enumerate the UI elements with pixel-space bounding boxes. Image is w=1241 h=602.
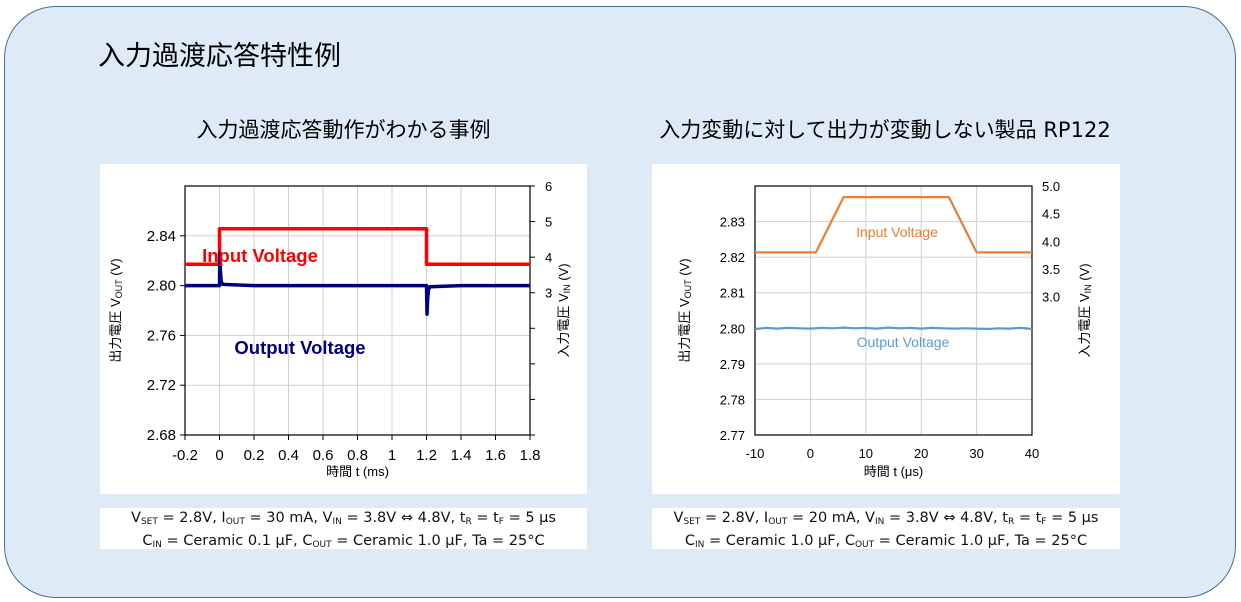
y-tick-label: 2.84	[147, 228, 176, 245]
x-tick-label: 0.6	[313, 447, 334, 464]
y-tick-label: 2.82	[720, 250, 745, 265]
y-tick-label: 2.78	[720, 392, 745, 407]
series-label-output-voltage: Output Voltage	[857, 334, 950, 350]
y-tick-label: 2.76	[147, 327, 176, 344]
y2-axis-title: 入力電圧 VIN (V)	[556, 263, 572, 357]
y-tick-label: 2.83	[720, 215, 745, 230]
y-tick-label: 2.72	[147, 377, 176, 394]
y-axis-title: 出力電圧 VOUT (V)	[677, 258, 693, 362]
x-tick-label: -0.2	[172, 447, 198, 464]
y2-tick-label: 5	[545, 215, 552, 230]
y2-tick-label: 6	[545, 179, 552, 194]
chart-2-conditions-line1: VSET = 2.8V, IOUT = 20 mA, VIN = 3.8V ⇔ …	[673, 510, 1099, 527]
y2-tick-label: 4.5	[1042, 207, 1060, 222]
series-input-voltage-line	[185, 226, 530, 267]
x-tick-label: 0.4	[278, 447, 299, 464]
chart-2: -10 0 10 20 30 40 2.77 2.78 2.79 2.80 2.81 2.82 2.83…	[652, 164, 1120, 494]
y2-tick-label: 3.5	[1042, 262, 1060, 277]
y2-tick-label: 4	[545, 250, 552, 265]
x-axis-title: 時間 t (μs)	[864, 464, 923, 479]
x-tick-label: 10	[859, 446, 873, 461]
chart-2-conditions-line2: CIN = Ceramic 1.0 μF, COUT = Ceramic 1.0…	[684, 533, 1088, 550]
y-tick-label: 2.80	[720, 321, 745, 336]
chart-2-title: 入力変動に対して出力が変動しない製品 RP122	[659, 118, 1111, 142]
x-tick-label: -10	[746, 446, 765, 461]
chart-1-conditions-line1: VSET = 2.8V, IOUT = 30 mA, VIN = 3.8V ⇔ …	[131, 510, 556, 527]
y-tick-label: 2.68	[147, 427, 176, 444]
chart-1-svg: -0.2 0 0.2 0.4 0.6 0.8 1 1.2 1.4 1.6 1.8 2.68 2.72 2.…	[108, 179, 572, 479]
chart-2-svg: -10 0 10 20 30 40 2.77 2.78 2.79 2.80 2.81 2.82 2.83…	[677, 179, 1093, 479]
y-tick-label: 2.77	[720, 428, 745, 443]
chart-1: -0.2 0 0.2 0.4 0.6 0.8 1 1.2 1.4 1.6 1.8 2.68 2.72 2.…	[100, 164, 587, 494]
x-tick-label: 1.4	[451, 447, 472, 464]
series-output-voltage-line	[185, 251, 530, 316]
chart-1-grid	[184, 185, 531, 436]
x-tick-label: 0	[215, 447, 223, 464]
x-tick-label: 1.2	[416, 447, 437, 464]
x-tick-label: 0.8	[347, 447, 368, 464]
chart-1-title: 入力過渡応答動作がわかる事例	[196, 118, 491, 142]
x-tick-label: 1.8	[520, 447, 541, 464]
x-tick-label: 20	[914, 446, 928, 461]
chart-2-conditions: VSET = 2.8V, IOUT = 20 mA, VIN = 3.8V ⇔ …	[652, 508, 1120, 550]
x-tick-label: 30	[969, 446, 983, 461]
x-tick-label: 1.6	[485, 447, 506, 464]
series-output-voltage-line	[754, 326, 1033, 331]
x-tick-label: 0	[807, 446, 814, 461]
page-title: 入力過渡応答特性例	[98, 41, 341, 72]
x-axis-title: 時間 t (ms)	[326, 464, 389, 479]
x-tick-label: 1	[388, 447, 396, 464]
series-label-input-voltage: Input Voltage	[856, 224, 938, 240]
y2-tick-label: 3	[545, 286, 552, 301]
series-input-voltage-line	[755, 195, 1032, 254]
x-tick-label: 0.2	[244, 447, 265, 464]
y-tick-label: 2.81	[720, 286, 745, 301]
chart-2-plot-frame	[754, 185, 1033, 436]
y2-tick-label: 3.0	[1042, 290, 1060, 305]
y2-tick-label: 4.0	[1042, 234, 1060, 249]
series-label-input-voltage: Input Voltage	[202, 245, 318, 266]
chart-1-conditions: VSET = 2.8V, IOUT = 30 mA, VIN = 3.8V ⇔ …	[100, 508, 587, 550]
y-axis-title: 出力電圧 VOUT (V)	[108, 258, 124, 362]
series-label-output-voltage: Output Voltage	[234, 337, 365, 358]
y-tick-label: 2.80	[147, 278, 176, 295]
y2-axis-title: 入力電圧 VIN (V)	[1077, 263, 1093, 357]
x-tick-label: 40	[1025, 446, 1039, 461]
chart-1-conditions-line2: CIN = Ceramic 0.1 μF, COUT = Ceramic 1.0…	[142, 533, 545, 550]
y-tick-label: 2.79	[720, 357, 745, 372]
y2-tick-label: 5.0	[1042, 179, 1060, 194]
